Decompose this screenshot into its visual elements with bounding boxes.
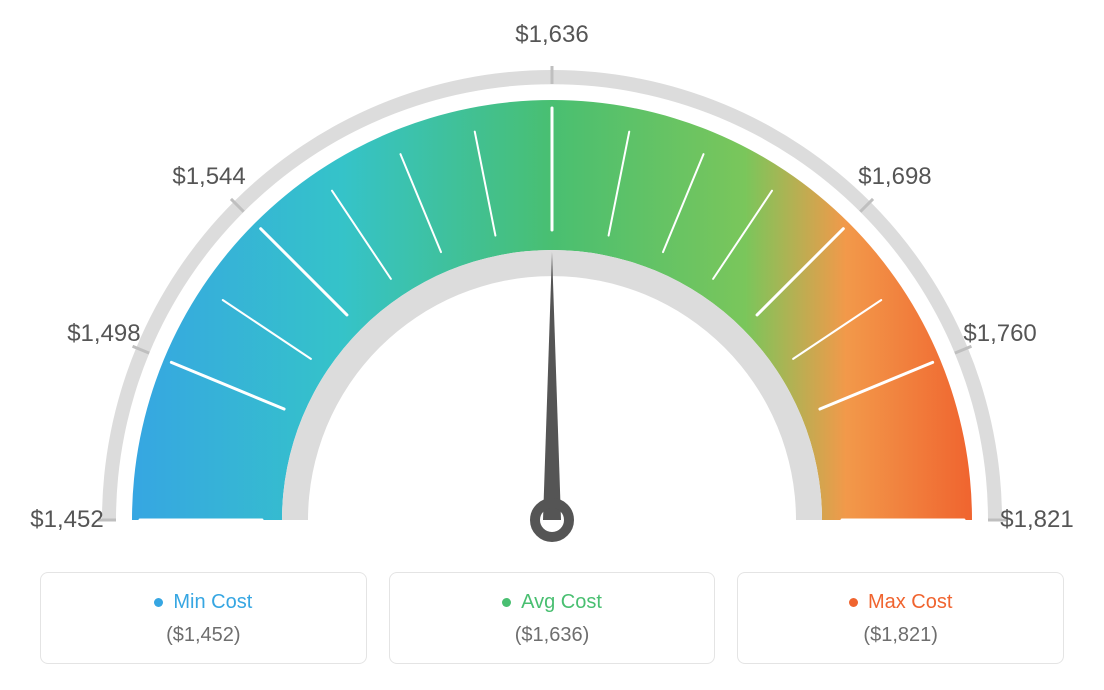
dot-icon-min	[154, 598, 163, 607]
gauge-tick-label: $1,698	[858, 163, 931, 191]
legend-value-max: ($1,821)	[748, 624, 1053, 647]
legend-card-min: Min Cost ($1,452)	[40, 572, 367, 664]
legend-row: Min Cost ($1,452) Avg Cost ($1,636) Max …	[30, 572, 1074, 664]
legend-value-avg: ($1,636)	[400, 624, 705, 647]
gauge-tick-label: $1,544	[172, 163, 245, 191]
legend-card-avg: Avg Cost ($1,636)	[389, 572, 716, 664]
gauge-area: $1,452 $1,498 $1,544 $1,636 $1,698 $1,760 $1,8…	[30, 20, 1074, 560]
gauge-tick-label: $1,821	[1000, 506, 1073, 534]
dot-icon-avg	[502, 598, 511, 607]
gauge-svg	[30, 20, 1074, 560]
legend-title-min-text: Min Cost	[173, 591, 252, 614]
legend-title-max: Max Cost	[849, 591, 952, 614]
dot-icon-max	[849, 598, 858, 607]
gauge-tick-label: $1,452	[30, 506, 103, 534]
legend-title-min: Min Cost	[154, 591, 252, 614]
chart-wrapper: $1,452 $1,498 $1,544 $1,636 $1,698 $1,760 $1,8…	[0, 0, 1104, 690]
gauge-tick-label: $1,498	[67, 320, 140, 348]
legend-title-max-text: Max Cost	[868, 591, 952, 614]
legend-title-avg-text: Avg Cost	[521, 591, 602, 614]
legend-card-max: Max Cost ($1,821)	[737, 572, 1064, 664]
gauge-tick-label: $1,760	[963, 320, 1036, 348]
gauge-tick-label: $1,636	[515, 21, 588, 49]
legend-title-avg: Avg Cost	[502, 591, 602, 614]
legend-value-min: ($1,452)	[51, 624, 356, 647]
